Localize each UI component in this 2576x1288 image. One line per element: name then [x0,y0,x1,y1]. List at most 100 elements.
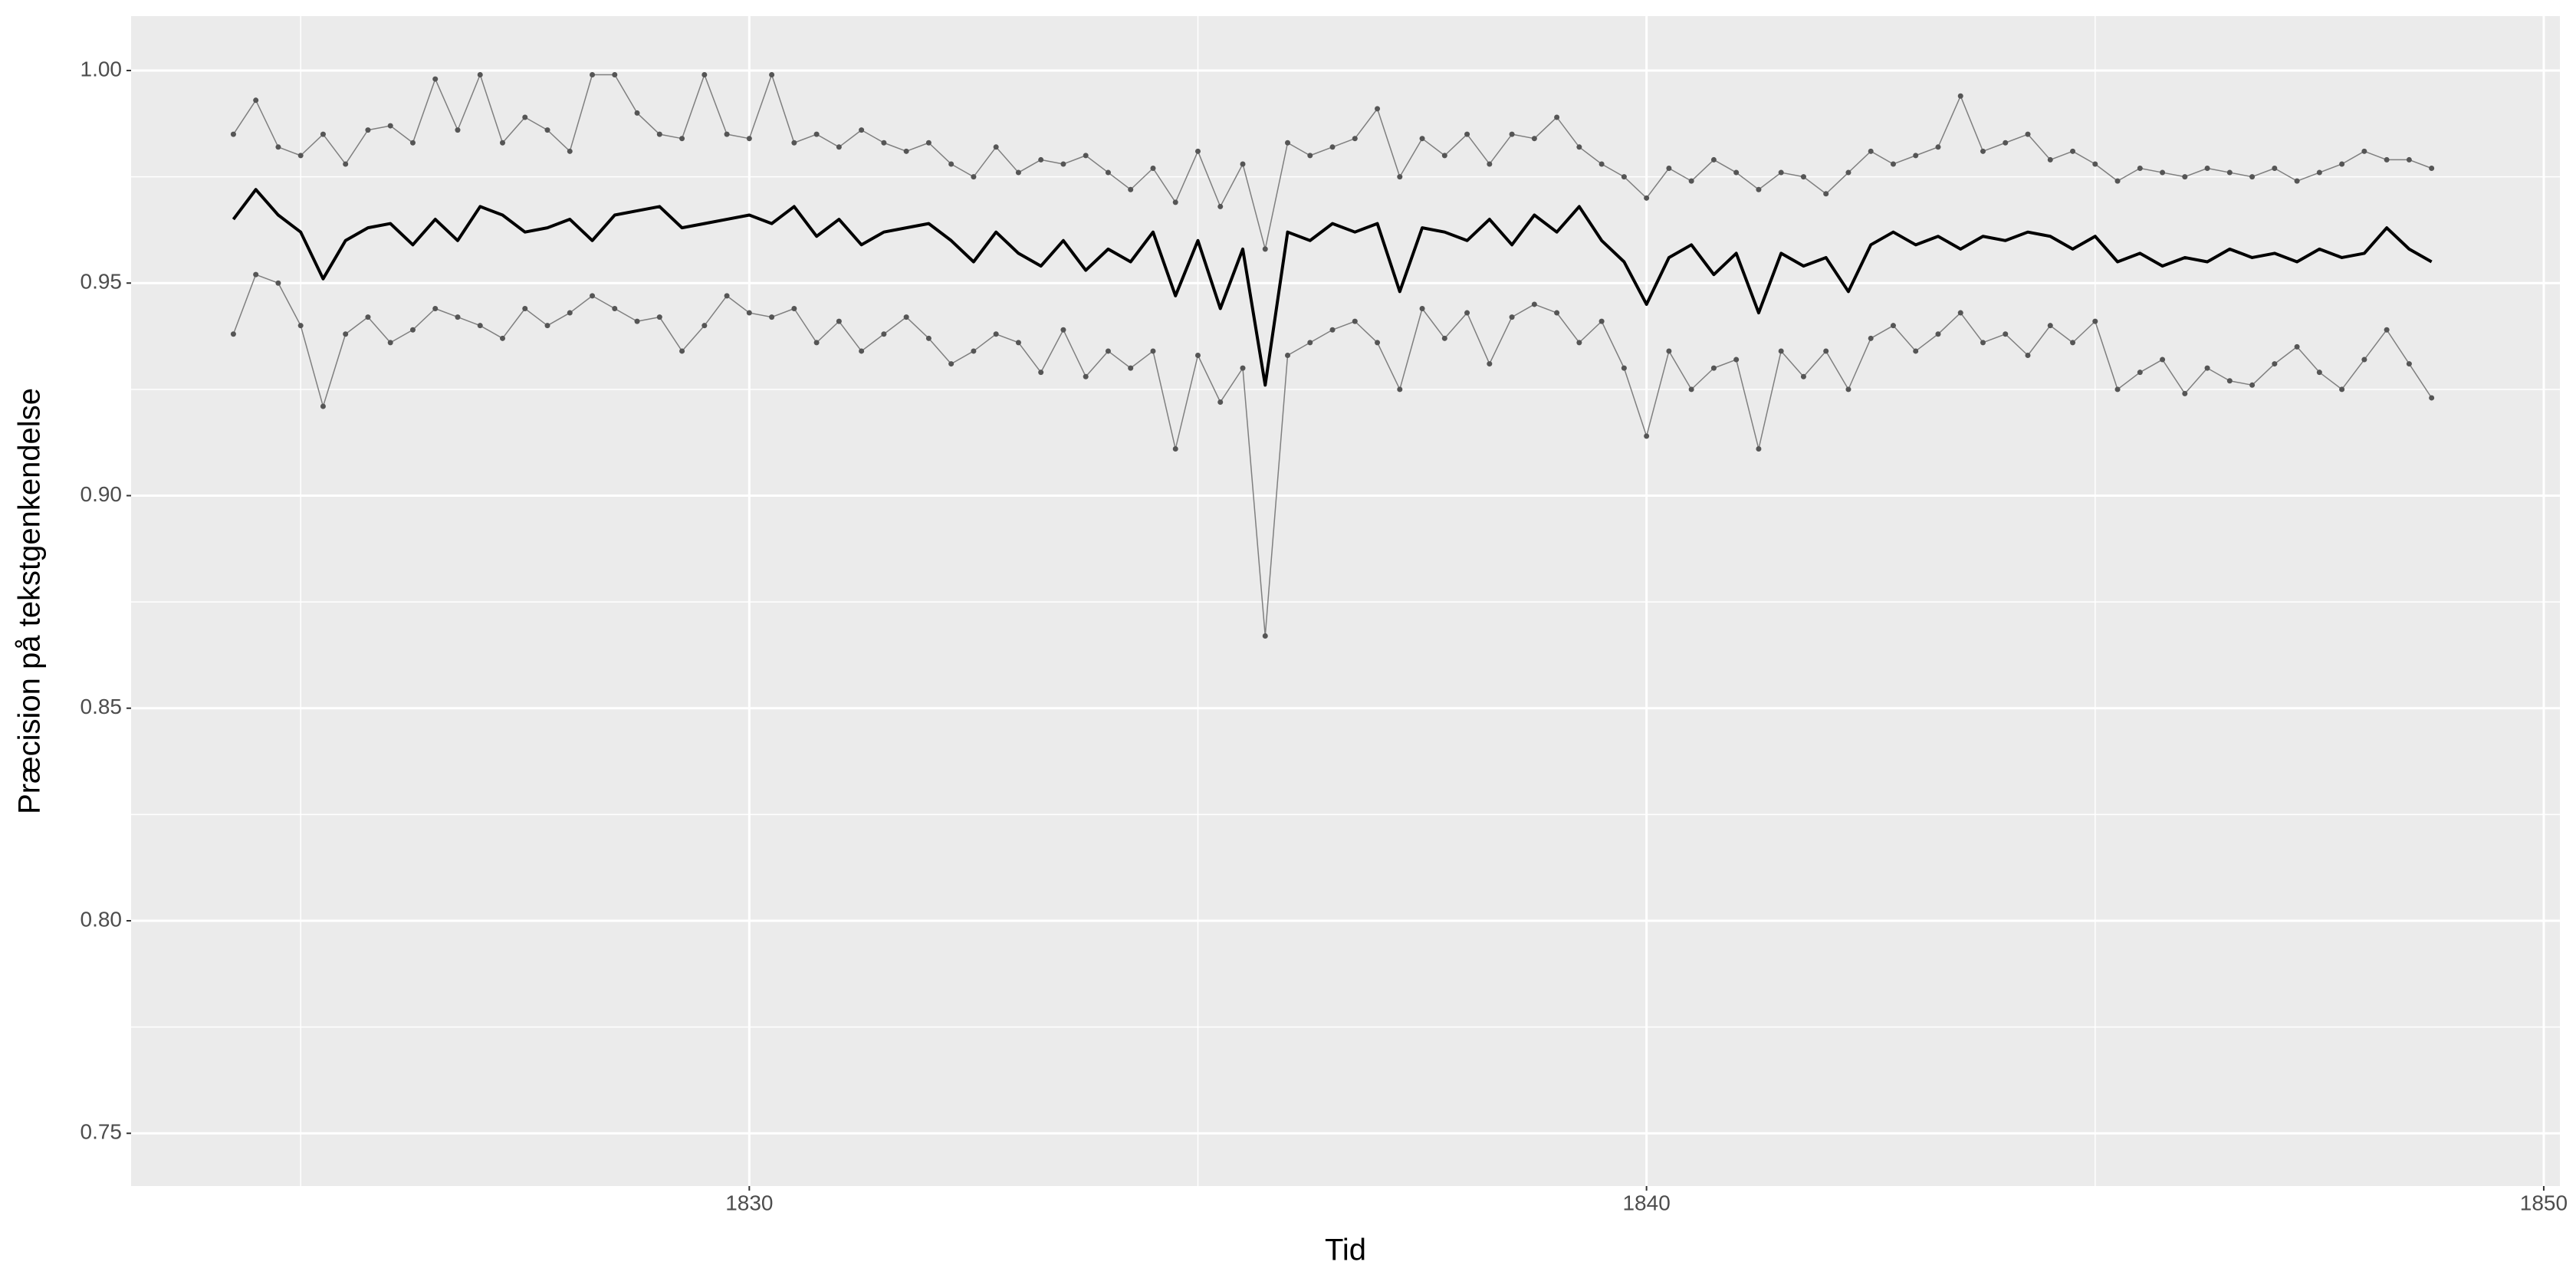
point [2114,386,2121,393]
point [343,161,349,167]
point [679,348,685,354]
point [1217,399,1224,405]
point [2272,361,2278,367]
point [634,110,640,116]
point [387,340,393,346]
point [1194,148,1201,154]
point [1980,340,1986,346]
series-line [232,188,2433,387]
point [1397,386,1403,393]
point [1710,156,1717,163]
point [1733,169,1740,176]
point [1150,348,1156,354]
point [2204,365,2210,371]
point [724,131,730,137]
point [1800,373,1806,380]
point [1509,131,1515,137]
point [432,76,439,82]
point [500,140,506,146]
point [500,335,506,341]
point [1240,161,1246,167]
point [409,327,416,333]
point [455,314,461,320]
point [1845,386,1852,393]
y-tick-label: 0.95 [80,270,123,294]
x-tick-label: 1830 [725,1191,773,1214]
point [1375,340,1381,346]
point [1083,373,1089,380]
point [1172,445,1178,452]
point [881,331,887,337]
point [1666,348,1672,354]
point [836,144,842,150]
point [2160,356,2166,363]
point [1217,203,1224,209]
point [590,293,596,299]
point [1441,335,1447,341]
point [1845,169,1852,176]
point [1194,352,1201,358]
point [903,148,909,154]
point [2160,169,2166,176]
point [230,331,236,337]
point [1778,169,1784,176]
point [746,310,752,316]
point [1598,161,1605,167]
point [1262,246,1268,252]
point [1598,318,1605,324]
point [948,161,955,167]
point [612,72,618,78]
point [769,314,775,320]
point [1868,335,1874,341]
point [1329,144,1336,150]
point [1307,340,1313,346]
point [1800,174,1806,180]
point [1576,340,1582,346]
point [1038,370,1044,376]
point [1240,365,1246,371]
point [1644,195,1650,201]
point [1352,136,1358,142]
point [2003,331,2009,337]
point [2384,156,2390,163]
point [1644,433,1650,439]
point [2339,386,2345,393]
point [275,144,281,150]
point [1015,169,1021,176]
point [590,72,596,78]
point [432,306,439,311]
point [746,136,752,142]
point [455,127,461,133]
point [2249,174,2256,180]
point [925,335,932,341]
point [2339,161,2345,167]
point [1128,186,1134,192]
point [1890,161,1896,167]
point [2294,343,2300,350]
point [1733,356,1740,363]
point [1307,153,1313,159]
point [1576,144,1582,150]
point [2226,378,2233,384]
point [2406,156,2412,163]
point [1285,352,1291,358]
point [2361,148,2367,154]
point [343,331,349,337]
point [1823,191,1829,197]
point [1464,131,1470,137]
point [1419,136,1425,142]
x-tick-label: 1850 [2520,1191,2568,1214]
point [656,314,662,320]
point [836,318,842,324]
point [679,136,685,142]
y-tick-label: 0.80 [80,907,123,931]
point [567,148,573,154]
point [365,314,371,320]
point [567,310,573,316]
point [1957,93,1963,99]
point [2070,148,2076,154]
point [1868,148,1874,154]
point [1935,144,1941,150]
point [320,403,326,409]
point [612,306,618,311]
